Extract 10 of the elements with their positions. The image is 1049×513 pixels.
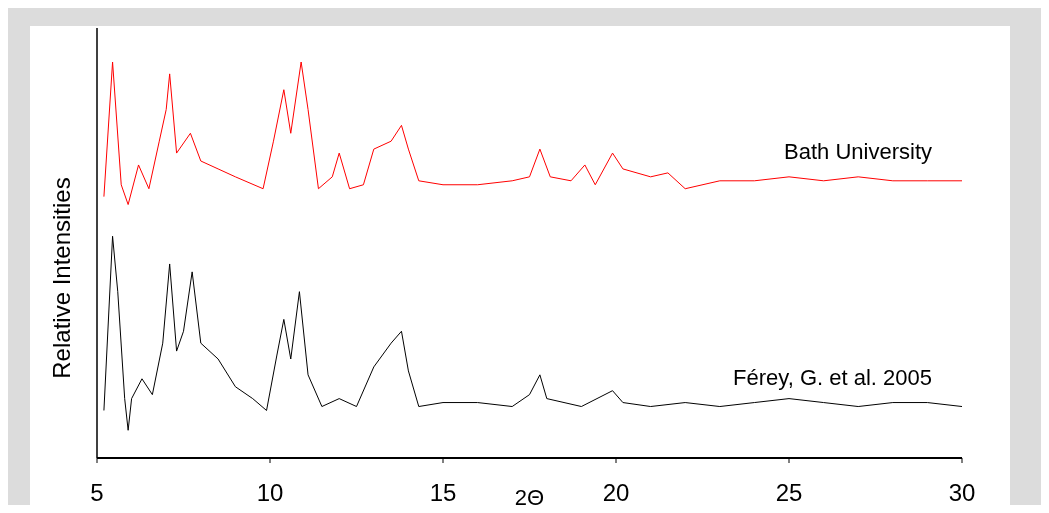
series-label: Bath University (784, 138, 932, 164)
x-tick-label: 5 (90, 479, 104, 506)
x-tick-label: 20 (602, 479, 630, 506)
x-tick-label: 30 (948, 479, 976, 506)
x-tick-label: 10 (256, 479, 284, 506)
x-tick-label: 25 (775, 479, 803, 506)
y-axis-title: Relative Intensities (48, 177, 75, 379)
x-axis-title: 2Θ (514, 485, 545, 510)
series-label: Férey, G. et al. 2005 (733, 364, 932, 390)
x-tick-label: 15 (429, 479, 457, 506)
